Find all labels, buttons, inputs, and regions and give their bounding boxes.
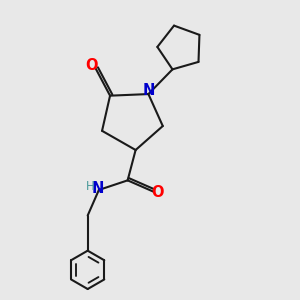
Text: N: N: [143, 83, 155, 98]
Text: H: H: [85, 180, 94, 193]
Text: O: O: [85, 58, 98, 74]
Text: N: N: [92, 181, 104, 196]
Text: O: O: [152, 185, 164, 200]
